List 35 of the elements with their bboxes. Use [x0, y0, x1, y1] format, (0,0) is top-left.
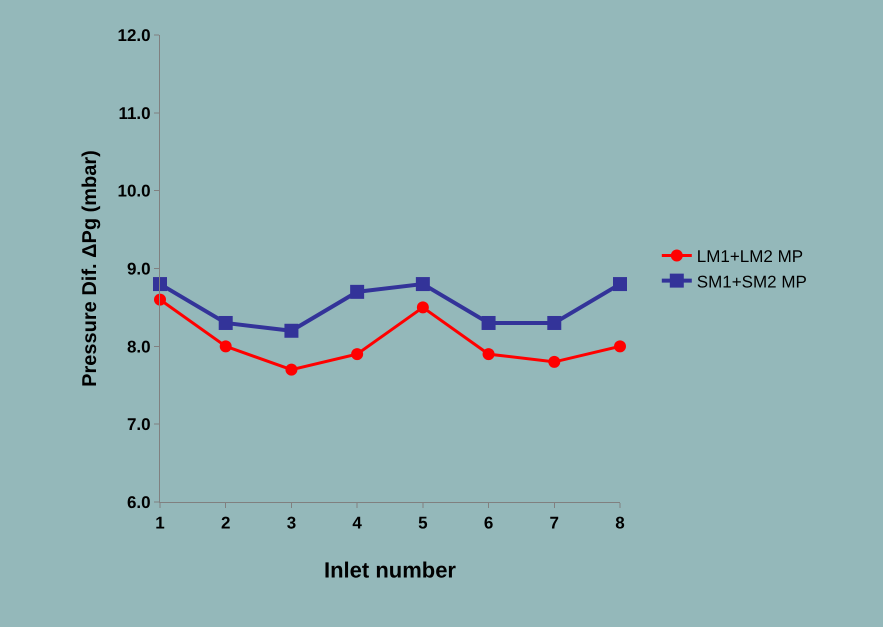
- x-tick-label: 7: [550, 513, 560, 532]
- point: [284, 324, 298, 338]
- point: [153, 277, 167, 292]
- y-tick-label: 7.0: [126, 415, 151, 434]
- x-axis-title: Inlet number: [324, 557, 456, 582]
- point: [482, 348, 495, 360]
- point: [416, 301, 429, 314]
- point: [482, 316, 496, 330]
- x-tick-label: 8: [615, 513, 625, 532]
- legend-label: LM1+LM2 MP: [696, 247, 804, 266]
- x-tick-label: 4: [352, 513, 362, 532]
- y-tick-label: 11.0: [118, 104, 151, 123]
- point: [548, 356, 560, 368]
- point: [220, 340, 232, 352]
- point: [613, 277, 627, 292]
- point: [416, 277, 430, 292]
- point: [614, 340, 626, 352]
- legend-label: SM1+SM2 MP: [696, 272, 807, 292]
- point: [218, 316, 233, 330]
- y-tick-label: 12.0: [118, 26, 151, 45]
- point: [547, 316, 562, 330]
- point: [285, 364, 298, 376]
- x-tick-label: 6: [484, 513, 494, 532]
- x-tick-label: 3: [286, 513, 296, 532]
- point: [350, 284, 364, 299]
- y-tick-label: 9.0: [126, 259, 151, 278]
- x-tick-label: 1: [155, 513, 165, 532]
- x-tick-label: 5: [418, 513, 428, 532]
- y-tick-label: 8.0: [126, 337, 151, 356]
- x-tick-label: 2: [220, 513, 230, 532]
- y-tick-label: 6.0: [126, 492, 151, 512]
- y-tick-label: 10.0: [118, 182, 151, 201]
- y-axis-title: Pressure Dif. ΔPg (mbar): [79, 150, 102, 387]
- point: [351, 348, 364, 360]
- point: [154, 294, 166, 306]
